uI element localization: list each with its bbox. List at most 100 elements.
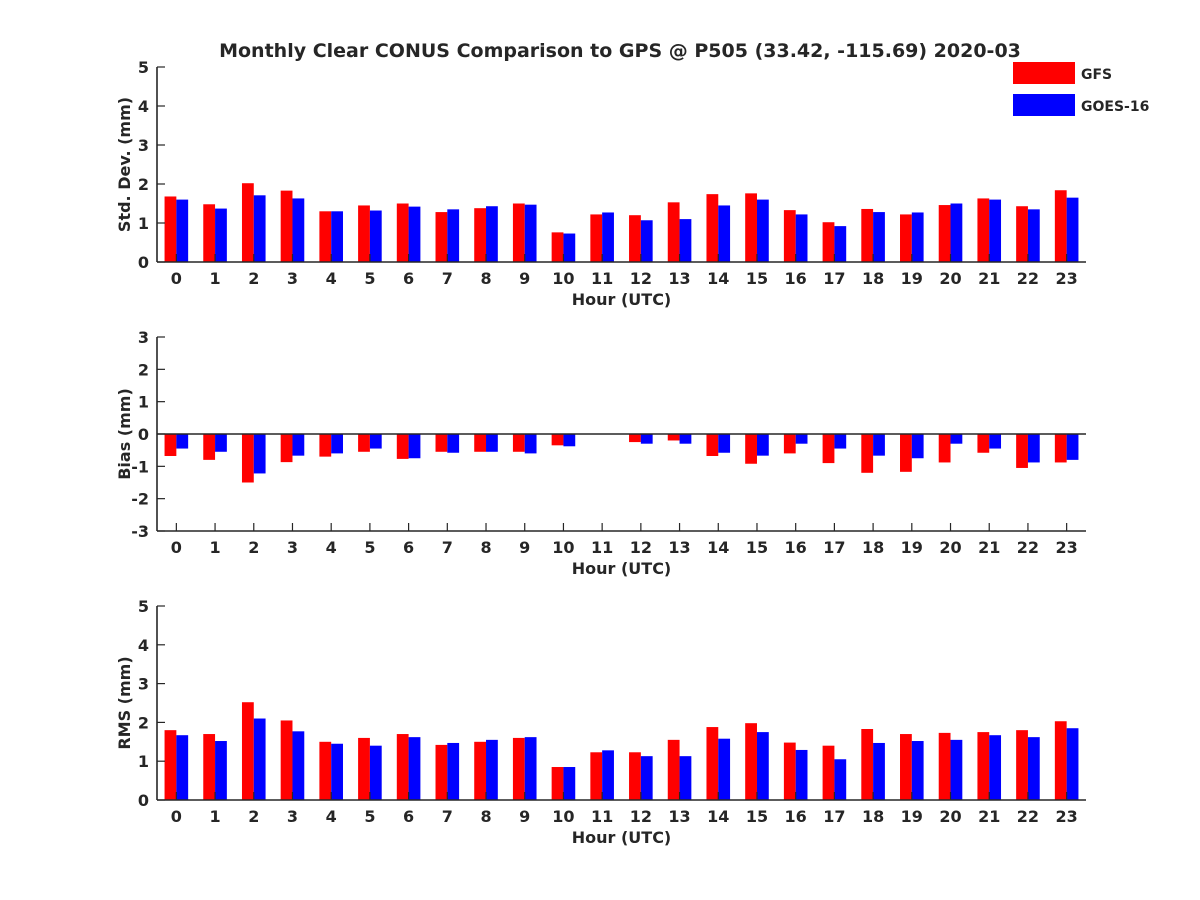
rms-x-axis-label: Hour (UTC) <box>572 828 672 847</box>
rms-bar-gfs-hour-23 <box>1054 721 1067 800</box>
bias-bar-goes16-hour-16 <box>795 434 808 444</box>
rms-bar-goes16-hour-3 <box>292 731 305 800</box>
rms-bar-goes16-hour-16 <box>795 749 808 800</box>
rms-bar-gfs-hour-15 <box>745 723 757 800</box>
bias-x-tick-label: 18 <box>862 538 884 557</box>
std-dev-bar-goes16-hour-1 <box>215 208 227 262</box>
bias-bar-gfs-hour-4 <box>319 434 332 457</box>
std-dev-bar-goes16-hour-6 <box>408 206 421 262</box>
rms-y-tick-label: 3 <box>138 675 149 694</box>
bias-y-tick-label: 3 <box>138 328 149 347</box>
std-dev-x-tick-label: 22 <box>1017 269 1039 288</box>
bias-bar-goes16-hour-1 <box>215 434 227 452</box>
bias-x-tick-label: 17 <box>823 538 845 557</box>
rms-bar-gfs-hour-12 <box>629 752 641 800</box>
std-dev-bar-gfs-hour-13 <box>667 202 680 262</box>
rms-bar-goes16-hour-14 <box>718 738 731 800</box>
std-dev-x-tick-label: 0 <box>171 269 182 288</box>
bias-bar-goes16-hour-5 <box>369 434 382 449</box>
std-dev-bar-gfs-hour-7 <box>435 212 448 262</box>
bias-bar-gfs-hour-2 <box>241 434 254 483</box>
bias-x-tick-label: 16 <box>785 538 807 557</box>
bias-bar-gfs-hour-23 <box>1054 434 1067 463</box>
bias-x-tick-label: 8 <box>480 538 491 557</box>
std-dev-bar-gfs-hour-5 <box>358 205 370 262</box>
bias-bar-gfs-hour-0 <box>164 434 177 456</box>
std-dev-bar-gfs-hour-0 <box>164 196 177 262</box>
std-dev-bar-gfs-hour-16 <box>783 210 796 262</box>
rms-x-tick-label: 19 <box>901 807 923 826</box>
bias-bar-gfs-hour-22 <box>1016 434 1028 468</box>
std-dev-y-tick-label: 0 <box>138 253 149 272</box>
bias-bar-goes16-hour-10 <box>563 434 576 447</box>
rms-x-tick-label: 2 <box>248 807 259 826</box>
std-dev-bar-gfs-hour-11 <box>590 214 603 262</box>
rms-bar-goes16-hour-17 <box>834 759 847 800</box>
bias-bar-gfs-hour-1 <box>203 434 216 460</box>
std-dev-x-tick-label: 1 <box>209 269 220 288</box>
std-dev-x-tick-label: 16 <box>785 269 807 288</box>
rms-bar-goes16-hour-10 <box>563 767 576 800</box>
std-dev-x-tick-label: 2 <box>248 269 259 288</box>
std-dev-x-tick-label: 4 <box>326 269 337 288</box>
rms-bar-gfs-hour-19 <box>900 734 912 800</box>
std-dev-bar-gfs-hour-21 <box>977 198 990 262</box>
rms-bar-goes16-hour-1 <box>215 741 227 800</box>
rms-x-tick-label: 15 <box>746 807 768 826</box>
rms-x-tick-label: 14 <box>707 807 729 826</box>
chart-title: Monthly Clear CONUS Comparison to GPS @ … <box>219 40 1021 62</box>
rms-bar-goes16-hour-5 <box>369 745 382 800</box>
legend-label-gfs: GFS <box>1081 67 1112 83</box>
std-dev-bar-goes16-hour-11 <box>602 212 614 262</box>
std-dev-bar-goes16-hour-21 <box>989 199 1002 262</box>
legend-swatch-goes16 <box>1013 94 1075 116</box>
rms-bar-goes16-hour-9 <box>524 737 537 800</box>
bias-x-tick-label: 19 <box>901 538 923 557</box>
rms-bar-gfs-hour-0 <box>164 730 177 800</box>
std-dev-x-tick-label: 17 <box>823 269 845 288</box>
std-dev-bar-goes16-hour-8 <box>486 206 498 262</box>
rms-bar-goes16-hour-21 <box>989 735 1002 800</box>
bias-bar-goes16-hour-18 <box>873 434 885 456</box>
bias-bar-goes16-hour-12 <box>640 434 653 444</box>
std-dev-bar-gfs-hour-17 <box>822 222 835 262</box>
std-dev-bar-goes16-hour-16 <box>795 214 808 262</box>
bias-y-tick-label: -3 <box>131 522 149 541</box>
bias-x-tick-label: 15 <box>746 538 768 557</box>
std-dev-bar-goes16-hour-19 <box>911 212 924 262</box>
bias-x-tick-label: 5 <box>364 538 375 557</box>
rms-y-axis-label: RMS (mm) <box>115 656 134 749</box>
bias-x-tick-label: 1 <box>209 538 220 557</box>
bias-bar-goes16-hour-14 <box>718 434 731 453</box>
rms-y-tick-label: 4 <box>138 636 149 655</box>
rms-x-tick-label: 23 <box>1056 807 1078 826</box>
std-dev-x-tick-label: 13 <box>668 269 690 288</box>
legend-label-goes16: GOES-16 <box>1081 99 1149 115</box>
legend: GFS GOES-16 <box>1013 62 1149 116</box>
rms-x-tick-label: 13 <box>668 807 690 826</box>
std-dev-x-tick-label: 10 <box>552 269 574 288</box>
bias-bar-goes16-hour-2 <box>253 434 266 474</box>
rms-bar-gfs-hour-4 <box>319 741 332 800</box>
std-dev-bar-goes16-hour-22 <box>1027 209 1040 262</box>
bias-bar-goes16-hour-9 <box>524 434 537 454</box>
bias-bar-gfs-hour-14 <box>706 434 719 456</box>
rms-y-tick-label: 5 <box>138 597 149 616</box>
rms-x-tick-label: 3 <box>287 807 298 826</box>
rms-x-tick-label: 8 <box>480 807 491 826</box>
bias-bar-goes16-hour-15 <box>756 434 769 456</box>
std-dev-bar-goes16-hour-15 <box>756 199 769 262</box>
bias-bar-gfs-hour-10 <box>551 434 564 446</box>
rms-bar-gfs-hour-20 <box>938 732 951 800</box>
bias-y-axis-label: Bias (mm) <box>115 388 134 480</box>
std-dev-bar-goes16-hour-2 <box>253 195 266 262</box>
rms-bar-gfs-hour-11 <box>590 752 603 800</box>
bias-x-tick-label: 7 <box>442 538 453 557</box>
bias-bar-goes16-hour-8 <box>486 434 498 452</box>
rms-bar-gfs-hour-22 <box>1016 730 1028 800</box>
rms-x-tick-label: 16 <box>785 807 807 826</box>
std-dev-bar-gfs-hour-15 <box>745 193 757 262</box>
rms-bar-goes16-hour-4 <box>331 743 343 800</box>
